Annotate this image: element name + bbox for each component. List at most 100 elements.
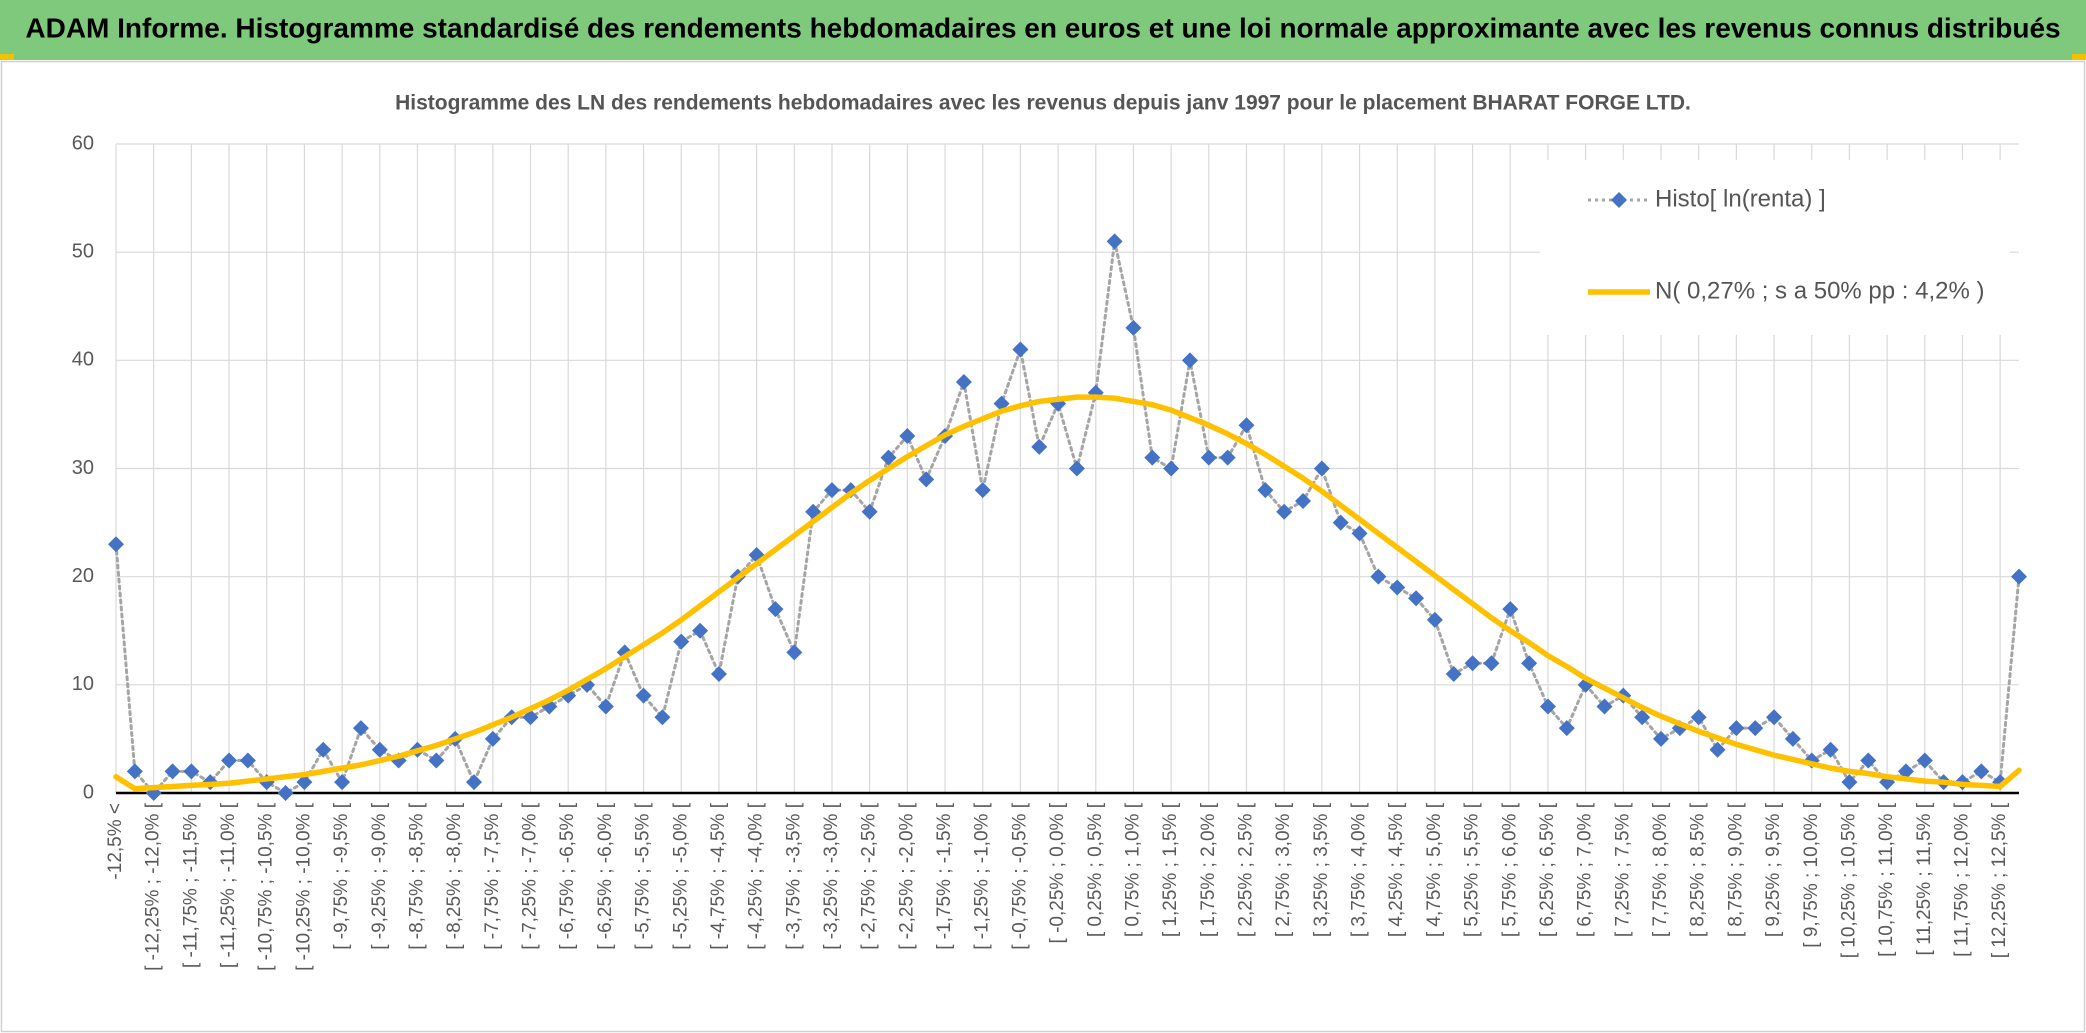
- data-point: [1238, 417, 1255, 434]
- x-tick-label: [ 5,25% ; 5,5% [: [1462, 802, 1483, 937]
- data-point: [1841, 774, 1858, 791]
- x-tick-label: [ -8,25% ; -8,0% [: [444, 802, 465, 950]
- x-tick-label: [ 9,75% ; 10,0% [: [1801, 802, 1822, 947]
- x-tick-label: [ -1,25% ; -1,0% [: [972, 802, 993, 950]
- data-point: [1276, 503, 1293, 520]
- x-tick-label: [ -3,75% ; -3,5% [: [783, 802, 804, 950]
- data-point: [484, 730, 501, 747]
- data-point: [1973, 763, 1990, 780]
- x-tick-label: [ -4,25% ; -4,0% [: [746, 802, 767, 950]
- data-point: [1163, 460, 1180, 477]
- data-point: [1219, 449, 1236, 466]
- x-tick-label: [ 4,75% ; 5,0% [: [1424, 802, 1445, 937]
- x-tick-label: [ -6,75% ; -6,5% [: [557, 802, 578, 950]
- data-point: [1784, 730, 1801, 747]
- data-point: [1257, 482, 1274, 499]
- x-tick-label: [ -7,75% ; -7,5% [: [482, 802, 503, 950]
- data-point: [1539, 698, 1556, 715]
- legend-box: [1540, 160, 2010, 335]
- data-point: [1106, 233, 1123, 250]
- x-tick-label: [ -10,25% ; -10,0% [: [293, 802, 314, 971]
- data-point: [126, 763, 143, 780]
- x-tick-label: [ -2,75% ; -2,5% [: [859, 802, 880, 950]
- x-tick-label: [ 7,75% ; 8,0% [: [1650, 802, 1671, 937]
- data-point: [635, 687, 652, 704]
- y-tick-label: 40: [72, 349, 94, 371]
- data-point: [823, 482, 840, 499]
- data-point: [164, 763, 181, 780]
- x-tick-label: [ 4,25% ; 4,5% [: [1386, 802, 1407, 937]
- data-point: [1332, 514, 1349, 531]
- x-tick-label: [ 10,25% ; 10,5% [: [1838, 802, 1859, 958]
- data-point: [1634, 709, 1651, 726]
- data-point: [1728, 720, 1745, 737]
- x-tick-label: [ -1,75% ; -1,5% [: [934, 802, 955, 950]
- data-point: [1822, 741, 1839, 758]
- x-tick-label: [ 8,75% ; 9,0% [: [1725, 802, 1746, 937]
- x-tick-label: [ 2,75% ; 3,0% [: [1273, 802, 1294, 937]
- y-tick-label: 30: [72, 457, 94, 479]
- x-tick-label: [ -6,25% ; -6,0% [: [595, 802, 616, 950]
- x-tick-label: -12,5% <: [105, 803, 126, 880]
- data-point: [861, 503, 878, 520]
- corner-mark: [2072, 54, 2086, 60]
- x-tick-label: [ -2,25% ; -2,0% [: [896, 802, 917, 950]
- data-point: [1389, 579, 1406, 596]
- data-point: [597, 698, 614, 715]
- legend-label: Histo[ ln(renta) ]: [1655, 185, 1826, 212]
- data-point: [767, 601, 784, 618]
- data-point: [1408, 590, 1425, 607]
- x-tick-label: [ 11,75% ; 12,0% [: [1951, 802, 1972, 957]
- data-point: [1445, 666, 1462, 683]
- data-point: [1502, 601, 1519, 618]
- x-tick-label: [ -4,75% ; -4,5% [: [708, 802, 729, 950]
- data-point: [277, 785, 294, 801]
- data-point: [1596, 698, 1613, 715]
- x-tick-label: [ 6,75% ; 7,0% [: [1575, 802, 1596, 937]
- x-tick-label: [ 0,25% ; 0,5% [: [1085, 802, 1106, 937]
- x-tick-label: [ -9,25% ; -9,0% [: [369, 802, 390, 950]
- data-point: [1464, 655, 1481, 672]
- y-tick-label: 10: [72, 673, 94, 695]
- data-point: [1916, 752, 1933, 769]
- x-tick-label: [ 1,25% ; 1,5% [: [1160, 802, 1181, 937]
- x-tick-label: [ 6,25% ; 6,5% [: [1537, 802, 1558, 937]
- x-tick-label: [ -5,25% ; -5,0% [: [670, 802, 691, 950]
- data-point: [108, 536, 124, 553]
- data-point: [974, 482, 991, 499]
- x-tick-label: [ 3,25% ; 3,5% [: [1311, 802, 1332, 937]
- x-tick-label: [ 7,25% ; 7,5% [: [1612, 802, 1633, 937]
- x-tick-label: [ -5,75% ; -5,5% [: [633, 802, 654, 950]
- x-tick-label: [ 8,25% ; 8,5% [: [1688, 802, 1709, 937]
- x-tick-label: [ 9,25% ; 9,5% [: [1763, 802, 1784, 937]
- y-tick-label: 20: [72, 565, 94, 587]
- data-point: [1426, 611, 1443, 628]
- data-point: [1200, 449, 1217, 466]
- x-tick-label: [ 0,75% ; 1,0% [: [1122, 802, 1143, 937]
- x-tick-label: [ -0,25% ; 0,0% [: [1047, 802, 1068, 943]
- data-point: [1483, 655, 1500, 672]
- data-point: [786, 644, 803, 661]
- data-point: [352, 720, 369, 737]
- data-point: [1125, 319, 1142, 336]
- x-tick-label: [ -12,25% ; -12,0% [: [143, 802, 164, 971]
- legend-marker: [1611, 192, 1627, 208]
- data-point: [1313, 460, 1330, 477]
- data-point: [1766, 709, 1783, 726]
- data-point: [1012, 341, 1029, 358]
- x-tick-label: [ -0,75% ; -0,5% [: [1009, 802, 1030, 950]
- data-point: [1068, 460, 1085, 477]
- data-point: [955, 373, 972, 390]
- x-tick-label: [ -11,25% ; -11,0% [: [218, 802, 239, 968]
- data-point: [1653, 730, 1670, 747]
- x-tick-label: [ 12,25% ; 12,5% [: [1989, 802, 2010, 958]
- data-point: [1709, 741, 1726, 758]
- data-point: [899, 428, 916, 445]
- chart-title: Histogramme des LN des rendements hebdom…: [395, 92, 1691, 115]
- y-tick-label: 60: [72, 132, 94, 154]
- data-point: [1860, 752, 1877, 769]
- data-point: [371, 741, 388, 758]
- data-point: [710, 666, 727, 683]
- x-tick-label: [ -9,75% ; -9,5% [: [331, 802, 352, 950]
